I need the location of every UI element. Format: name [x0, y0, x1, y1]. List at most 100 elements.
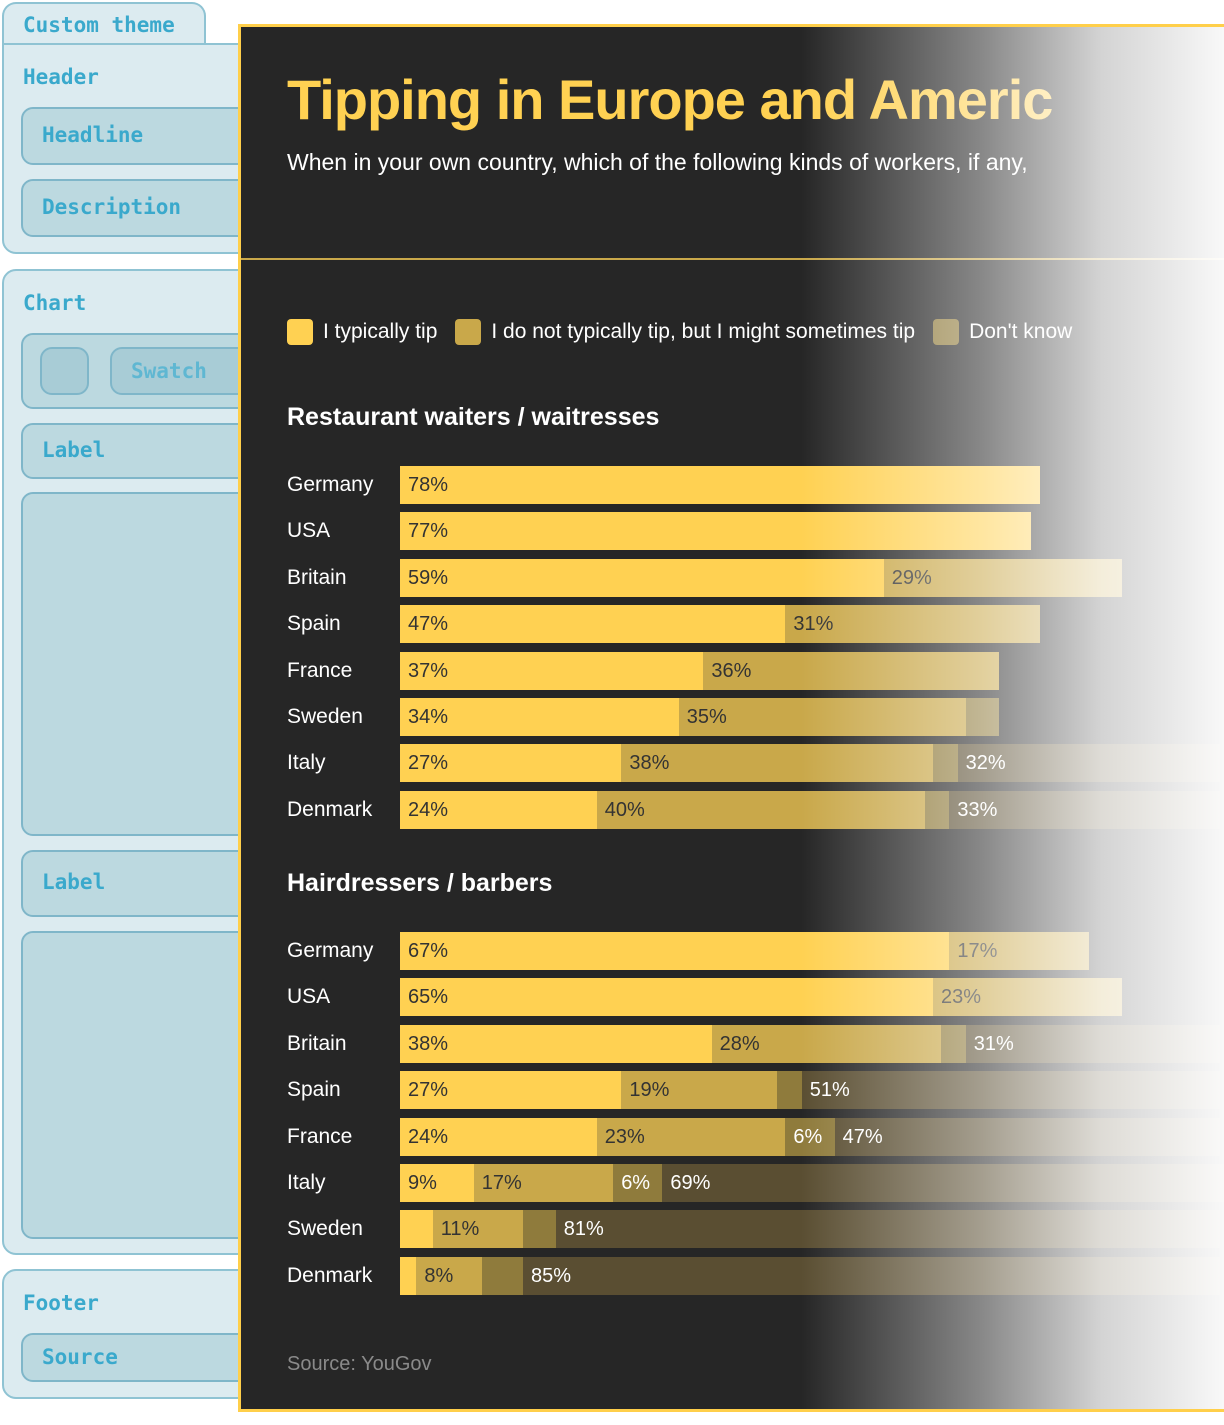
headline-slot-label: Headline	[42, 123, 144, 147]
bar-segment: 32%	[957, 744, 1220, 783]
country-label: Germany	[287, 473, 374, 496]
legend-item-tip: I typically tip	[287, 319, 437, 345]
bar-segment: 19%	[621, 1071, 778, 1110]
stacked-bar: 47% 31%	[400, 605, 1040, 644]
bar-segment: 78%	[400, 466, 1040, 504]
bar-segment: 51%	[801, 1071, 1220, 1110]
bar-segment	[932, 744, 958, 783]
stacked-bar: 59% 29%	[400, 558, 1122, 597]
bar-segment: 6%	[785, 1117, 835, 1156]
stacked-bar: 27% 38% 32%	[400, 744, 1220, 783]
country-label: France	[287, 1124, 353, 1148]
stacked-bar: 38% 28% 31%	[400, 1024, 1220, 1063]
group-title: Hairdressers / barbers	[287, 869, 553, 897]
source-slot-label: Source	[42, 1345, 118, 1369]
legend: I typically tip I do not typically tip, …	[287, 319, 1204, 345]
stacked-bar: 78%	[400, 466, 1040, 504]
bar-segment: 17%	[473, 1164, 614, 1202]
bar-row: Italy 27% 38% 32%	[287, 744, 1224, 783]
bar-segment: 23%	[933, 978, 1122, 1017]
bar-segment: 36%	[703, 651, 999, 690]
legend-swatch	[933, 319, 960, 345]
footer-label: Footer	[23, 1291, 99, 1315]
bar-segment: 40%	[596, 790, 925, 829]
bar-segment	[400, 1210, 433, 1249]
bar-row: Denmark 24% 40% 33%	[287, 790, 1224, 829]
bar-segment	[522, 1210, 556, 1249]
bar-row: France 37% 36%	[287, 651, 1224, 690]
country-label: Britain	[287, 1031, 347, 1055]
legend-label: I do not typically tip, but I might some…	[491, 320, 916, 343]
bar-row: France 24% 23% 6% 47%	[287, 1117, 1224, 1156]
stacked-bar: 9% 17% 6% 69%	[400, 1164, 1224, 1202]
bar-segment: 17%	[949, 932, 1089, 970]
bar-segment: 77%	[400, 512, 1032, 551]
country-label: Sweden	[287, 1217, 363, 1241]
stacked-bar: 11% 81%	[400, 1210, 1220, 1249]
stacked-bar: 65% 23%	[400, 978, 1122, 1017]
bar-segment: 81%	[555, 1210, 1220, 1249]
country-label: Spain	[287, 612, 341, 636]
legend-label: Don't know	[969, 320, 1073, 343]
bar-segment: 23%	[596, 1117, 786, 1156]
bar-segment: 24%	[400, 790, 597, 829]
chart-panel: Tipping in Europe and Americ When in you…	[238, 24, 1224, 1412]
group-title: Restaurant waiters / waitresses	[287, 403, 660, 431]
bar-segment: 35%	[678, 698, 966, 736]
bar-segment: 67%	[400, 932, 950, 970]
bar-segment: 31%	[785, 605, 1040, 644]
bar-segment: 65%	[400, 978, 933, 1017]
bar-row: Germany 78%	[287, 466, 1224, 504]
bar-segment: 28%	[711, 1024, 942, 1063]
country-label: USA	[287, 519, 331, 543]
chart-title: Tipping in Europe and Americ	[287, 68, 1053, 131]
bar-segment: 11%	[432, 1210, 523, 1249]
description-slot-label: Description	[42, 195, 182, 219]
bar-segment: 31%	[965, 1024, 1220, 1063]
bar-row: Britain 59% 29%	[287, 558, 1224, 597]
country-label: Italy	[287, 751, 326, 775]
bar-segment: 85%	[522, 1256, 1220, 1295]
bar-segment: 69%	[662, 1164, 1224, 1202]
stacked-bar: 34% 35%	[400, 698, 999, 736]
bar-row: Sweden 34% 35%	[287, 698, 1224, 736]
bar-row: Denmark 8% 85%	[287, 1256, 1224, 1295]
header-divider	[241, 258, 1224, 260]
bar-row: Britain 38% 28% 31%	[287, 1024, 1224, 1063]
country-label: Spain	[287, 1078, 341, 1102]
bar-segment: 9%	[400, 1164, 474, 1202]
custom-theme-label: Custom theme	[23, 13, 175, 37]
bar-segment	[777, 1071, 802, 1110]
bar-segment: 27%	[400, 744, 622, 783]
bar-segment	[481, 1256, 523, 1295]
bar-segment: 38%	[621, 744, 933, 783]
bar-segment: 47%	[834, 1117, 1220, 1156]
country-label: USA	[287, 985, 331, 1009]
bar-row: Spain 47% 31%	[287, 605, 1224, 644]
bar-segment: 37%	[400, 651, 704, 690]
header-label: Header	[23, 65, 99, 89]
label-slot-label: Label	[42, 438, 106, 462]
stacked-bar: 77%	[400, 512, 1032, 551]
country-label: Britain	[287, 565, 347, 589]
bar-segment	[941, 1024, 966, 1063]
legend-swatch	[455, 319, 482, 345]
bar-segment: 34%	[400, 698, 679, 736]
bar-row: Spain 27% 19% 51%	[287, 1071, 1224, 1110]
stacked-bar: 27% 19% 51%	[400, 1071, 1220, 1110]
swatch-square	[40, 347, 89, 395]
legend-item-sometimes: I do not typically tip, but I might some…	[455, 319, 915, 345]
country-label: Denmark	[287, 797, 373, 821]
bar-segment: 33%	[949, 790, 1220, 829]
bar-segment	[965, 698, 999, 736]
country-label: Denmark	[287, 1263, 373, 1287]
bar-segment: 8%	[416, 1256, 482, 1295]
legend-swatch	[287, 319, 313, 345]
country-label: France	[287, 658, 353, 682]
bar-segment: 24%	[400, 1117, 597, 1156]
bar-segment: 27%	[400, 1071, 622, 1110]
bar-segment: 47%	[400, 605, 786, 644]
bar-segment	[924, 790, 950, 829]
bar-segment: 59%	[400, 558, 884, 597]
stacked-bar: 37% 36%	[400, 651, 999, 690]
